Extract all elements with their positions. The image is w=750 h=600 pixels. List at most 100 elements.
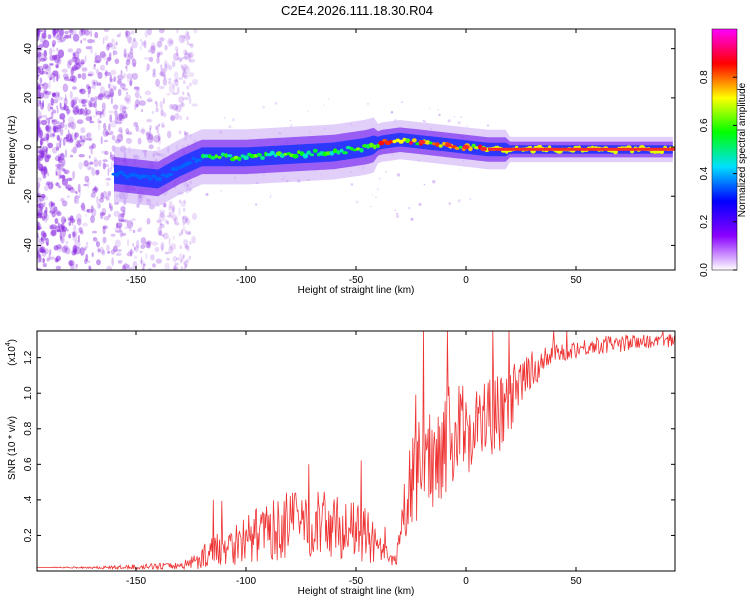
noise-speckle (41, 70, 48, 75)
noise-speckle (133, 121, 139, 127)
noise-speckle (423, 183, 426, 186)
noise-speckle (66, 195, 70, 199)
noise-speckle (185, 217, 188, 222)
noise-speckle (184, 259, 188, 268)
noise-speckle (118, 128, 123, 134)
snr-series (37, 331, 675, 571)
ridge-cell (148, 177, 153, 181)
noise-speckle (66, 177, 73, 182)
noise-speckle (157, 133, 161, 142)
noise-speckle (156, 219, 162, 224)
noise-speckle (98, 92, 105, 98)
noise-speckle (125, 65, 127, 69)
noise-speckle (84, 245, 89, 249)
noise-speckle (98, 122, 101, 131)
noise-speckle (49, 256, 55, 260)
noise-speckle (90, 215, 95, 224)
noise-speckle (104, 69, 107, 79)
noise-speckle (103, 29, 110, 33)
noise-speckle (108, 83, 111, 89)
noise-speckle (73, 263, 78, 270)
noise-speckle (145, 118, 153, 123)
noise-speckle (92, 142, 95, 148)
noise-speckle (56, 34, 62, 40)
noise-speckle (136, 239, 140, 249)
noise-speckle (59, 29, 64, 37)
noise-speckle (51, 119, 56, 123)
noise-speckle (181, 91, 185, 96)
noise-speckle (181, 215, 189, 224)
noise-speckle (168, 62, 170, 71)
noise-speckle (169, 103, 174, 110)
noise-speckle (93, 64, 96, 71)
noise-speckle (40, 102, 44, 111)
noise-speckle (37, 221, 41, 230)
noise-speckle (145, 240, 152, 245)
noise-speckle (49, 225, 55, 230)
y-tick-label: .4 (23, 495, 34, 504)
noise-speckle (109, 202, 111, 209)
noise-speckle (172, 207, 174, 216)
noise-speckle (39, 216, 43, 219)
noise-speckle (52, 55, 58, 59)
noise-speckle (85, 253, 89, 262)
noise-speckle (47, 117, 50, 126)
noise-speckle (171, 214, 178, 221)
noise-speckle (41, 32, 47, 39)
noise-speckle (486, 124, 490, 127)
noise-speckle (102, 225, 108, 230)
ridge-cell (438, 144, 443, 148)
noise-speckle (289, 119, 291, 122)
noise-speckle (72, 86, 77, 90)
noise-speckle (111, 38, 115, 44)
noise-speckle (44, 90, 52, 95)
noise-speckle (168, 237, 171, 246)
noise-speckle (188, 255, 191, 260)
noise-speckle (186, 116, 189, 121)
ridge-cell (217, 155, 222, 159)
ridge-cell (405, 138, 411, 143)
noise-speckle (120, 69, 123, 76)
noise-speckle (78, 227, 83, 233)
noise-speckle (189, 43, 194, 49)
noise-speckle (69, 90, 73, 100)
noise-speckle (182, 67, 186, 72)
noise-speckle (111, 135, 116, 141)
noise-speckle (182, 64, 188, 71)
noise-speckle (104, 71, 111, 77)
noise-speckle (37, 125, 41, 131)
noise-speckle (37, 210, 41, 219)
noise-speckle (44, 65, 51, 71)
noise-speckle (108, 83, 115, 92)
noise-speckle (164, 262, 170, 270)
noise-speckle (94, 52, 98, 60)
noise-speckle (37, 187, 40, 195)
noise-speckle (52, 43, 55, 48)
noise-speckle (155, 125, 158, 130)
noise-speckle (63, 105, 69, 111)
noise-speckle (171, 103, 179, 111)
noise-speckle (114, 109, 118, 117)
noise-speckle (146, 218, 151, 225)
noise-speckle (45, 167, 48, 174)
noise-speckle (269, 196, 272, 198)
noise-speckle (54, 33, 60, 37)
noise-speckle (106, 57, 112, 62)
noise-speckle (152, 263, 156, 268)
noise-speckle (180, 201, 187, 208)
noise-speckle (113, 76, 117, 82)
noise-speckle (117, 74, 124, 81)
noise-speckle (54, 218, 59, 224)
noise-speckle (61, 200, 68, 207)
noise-speckle (83, 160, 89, 167)
noise-speckle (57, 92, 60, 98)
noise-speckle (125, 113, 128, 119)
noise-speckle (83, 29, 91, 36)
noise-speckle (158, 230, 163, 237)
noise-speckle (126, 252, 132, 257)
noise-speckle (47, 34, 52, 40)
ridge-cell (336, 150, 341, 155)
noise-speckle (37, 86, 42, 90)
noise-speckle (133, 37, 136, 42)
noise-speckle (41, 114, 48, 118)
